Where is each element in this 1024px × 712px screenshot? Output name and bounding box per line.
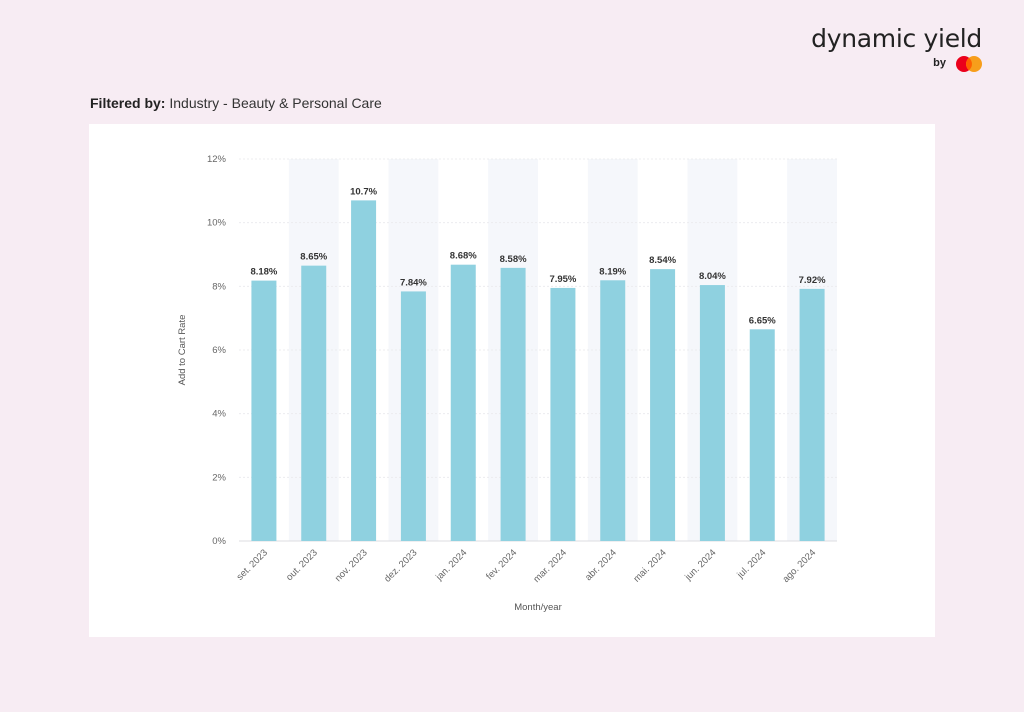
- x-tick-label: out. 2023: [284, 547, 320, 583]
- filter-value: Industry - Beauty & Personal Care: [169, 95, 382, 111]
- bar-data-label: 8.19%: [599, 266, 626, 277]
- bar-data-label: 8.58%: [500, 254, 527, 265]
- bar-data-label: 8.65%: [300, 252, 327, 263]
- x-tick-label: jun. 2024: [682, 547, 718, 583]
- bar: [301, 265, 327, 541]
- x-tick-label: jan. 2024: [433, 547, 469, 583]
- mastercard-icon: [956, 56, 982, 72]
- bar: [799, 288, 825, 541]
- x-axis-title: Month/year: [514, 602, 562, 613]
- bar-data-label: 7.95%: [549, 274, 576, 285]
- bar-data-label: 6.65%: [749, 315, 776, 326]
- bar-data-label: 7.92%: [799, 275, 826, 286]
- x-tick-label: mar. 2024: [531, 547, 569, 585]
- brand-by-label: by: [933, 57, 946, 69]
- y-tick-label: 12%: [207, 154, 227, 165]
- bar: [251, 280, 277, 541]
- bar-data-label: 8.18%: [250, 267, 277, 278]
- x-tick-label: set. 2023: [235, 547, 270, 582]
- x-tick-label: abr. 2024: [583, 547, 619, 583]
- y-tick-label: 2%: [212, 472, 226, 483]
- bar: [550, 287, 576, 541]
- bar-data-label: 8.54%: [649, 255, 676, 266]
- x-tick-label: jul. 2024: [734, 547, 768, 581]
- filter-label: Filtered by:: [90, 95, 166, 111]
- bar: [749, 329, 775, 541]
- x-tick-label: ago. 2024: [781, 547, 819, 585]
- x-tick-label: mai. 2024: [631, 547, 668, 584]
- y-tick-label: 6%: [212, 345, 226, 356]
- bar-data-label: 8.04%: [699, 271, 726, 282]
- bar-chart: 0% 2% 4% 6% 8% 10% 12% 8.18% set. 2023 8.65% out. …: [177, 154, 837, 613]
- x-tick-label: dez. 2023: [382, 547, 419, 584]
- y-tick-label: 10%: [207, 218, 227, 229]
- bar: [400, 291, 426, 541]
- bar-data-label: 7.84%: [400, 277, 427, 288]
- brand-name: dynamic yield: [811, 24, 982, 53]
- x-tick-label: nov. 2023: [333, 547, 370, 584]
- y-tick-label: 8%: [212, 281, 226, 292]
- bar: [650, 269, 676, 541]
- bar-data-label: 10.7%: [350, 186, 377, 197]
- bar: [500, 267, 526, 541]
- chart-card: 0% 2% 4% 6% 8% 10% 12% 8.18% set. 2023 8.65% out. …: [89, 124, 935, 637]
- y-tick-label: 4%: [212, 409, 226, 420]
- y-axis-title: Add to Cart Rate: [177, 315, 188, 386]
- y-tick-label: 0%: [212, 536, 226, 547]
- bar-data-label: 8.68%: [450, 251, 477, 262]
- bar: [351, 200, 377, 541]
- filter-description: Filtered by: Industry - Beauty & Persona…: [90, 95, 382, 111]
- bar: [450, 264, 476, 541]
- brand-logo: dynamic yield by: [800, 24, 990, 80]
- bar: [600, 280, 626, 541]
- x-tick-label: fev. 2024: [484, 547, 519, 582]
- bar: [699, 285, 725, 541]
